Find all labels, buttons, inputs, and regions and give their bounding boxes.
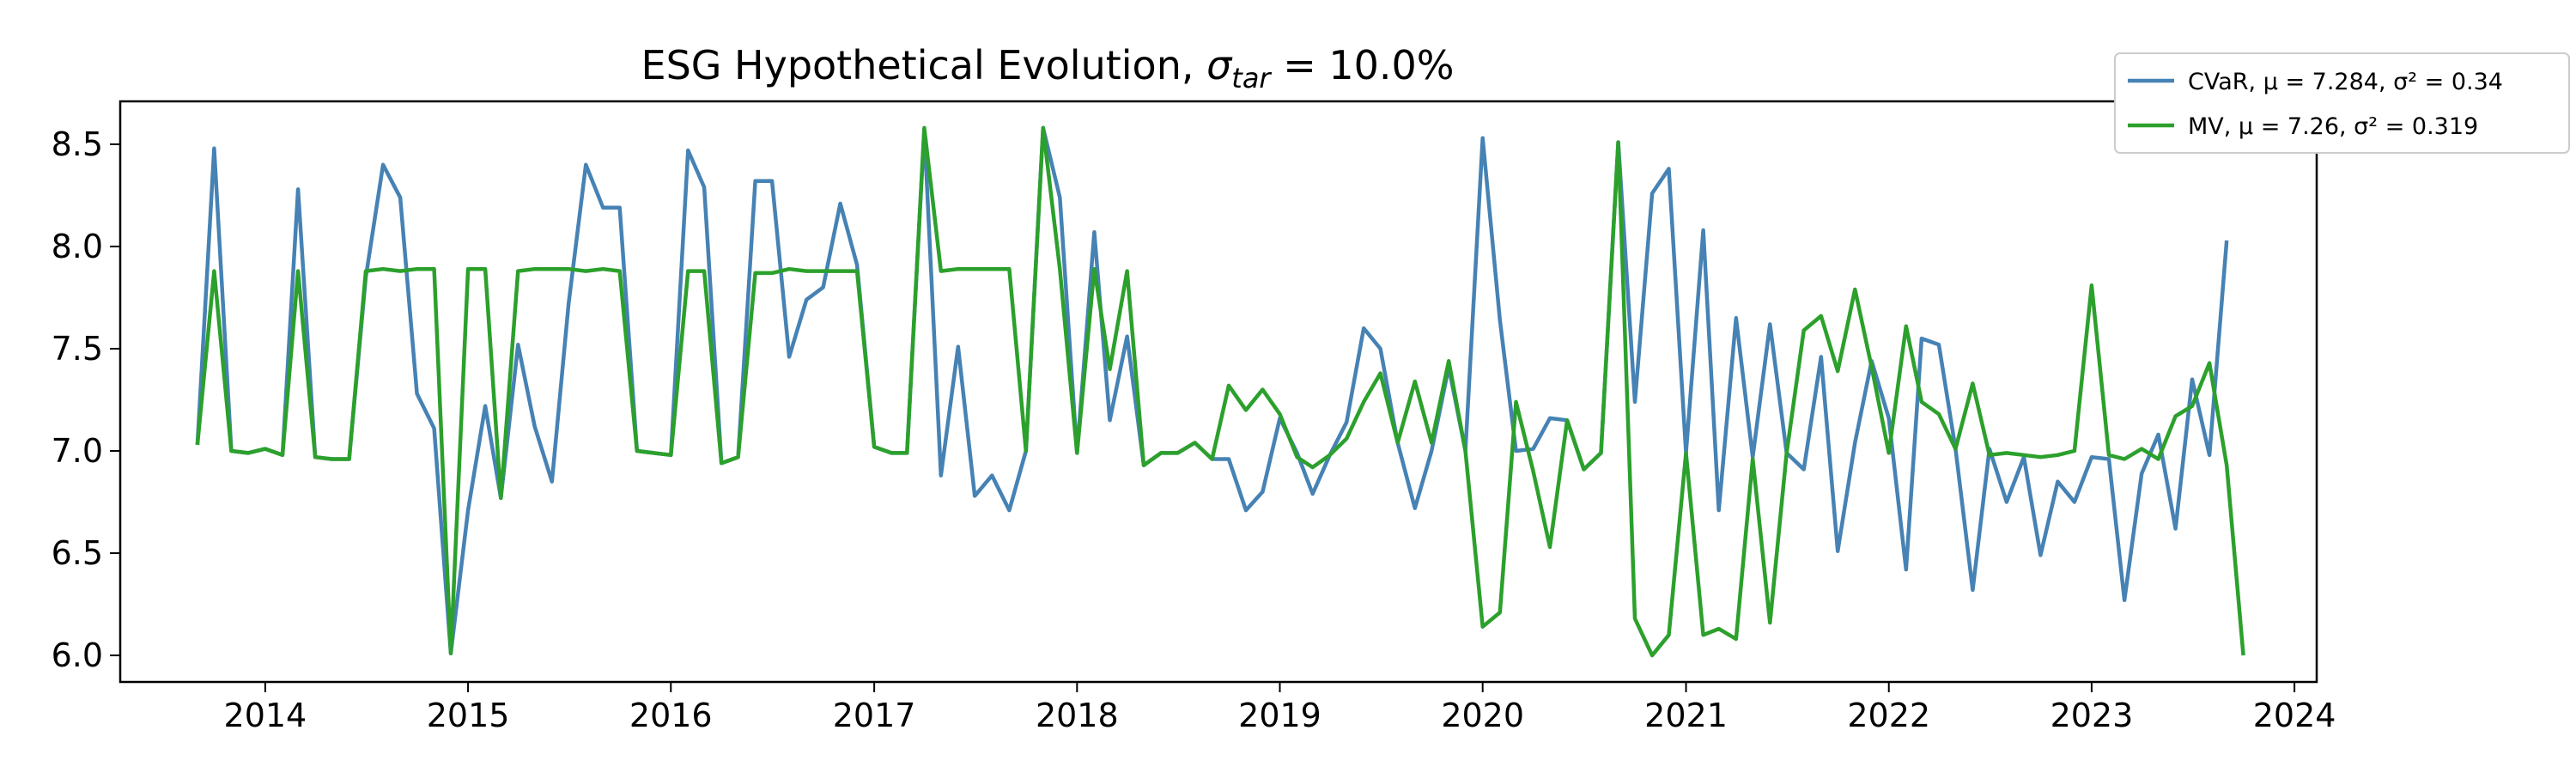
y-tick-label: 7.5 bbox=[52, 330, 103, 368]
title-prefix: ESG Hypothetical Evolution, bbox=[641, 42, 1207, 88]
x-tick-label: 2021 bbox=[1644, 697, 1728, 734]
legend-frame bbox=[2114, 52, 2570, 154]
y-tick-label: 8.0 bbox=[52, 228, 103, 265]
y-tick-label: 8.5 bbox=[52, 125, 103, 163]
title-subscript: tar bbox=[1231, 62, 1272, 94]
y-tick-label: 6.5 bbox=[52, 534, 103, 572]
title-suffix: = 10.0% bbox=[1271, 42, 1455, 88]
y-axis: 6.0 6.5 7.0 7.5 8.0 8.5 bbox=[52, 125, 120, 674]
y-tick-label: 6.0 bbox=[52, 636, 103, 674]
x-tick-label: 2020 bbox=[1441, 697, 1524, 734]
legend: CVaR, μ = 7.284, σ² = 0.34 MV, μ = 7.26, … bbox=[2114, 52, 2570, 154]
y-tick-label: 7.0 bbox=[52, 432, 103, 470]
series-line-cvar bbox=[195, 125, 2229, 655]
x-axis: 2014 2015 2016 2017 2018 2019 2020 2021 2022 2023… bbox=[224, 682, 2336, 734]
title-symbol: σ bbox=[1206, 42, 1233, 88]
chart-title: ESG Hypothetical Evolution, σtar = 10.0% bbox=[641, 42, 1455, 94]
x-tick-label: 2022 bbox=[1847, 697, 1930, 734]
x-tick-label: 2023 bbox=[2050, 697, 2134, 734]
x-tick-label: 2016 bbox=[629, 697, 713, 734]
x-tick-label: 2018 bbox=[1036, 697, 1119, 734]
x-tick-label: 2017 bbox=[833, 697, 916, 734]
x-tick-label: 2019 bbox=[1238, 697, 1321, 734]
plot-frame bbox=[118, 100, 2318, 684]
x-tick-label: 2015 bbox=[427, 697, 510, 734]
legend-label-cvar: CVaR, μ = 7.284, σ² = 0.34 bbox=[2188, 69, 2503, 95]
x-tick-label: 2024 bbox=[2253, 697, 2336, 734]
series-layer bbox=[195, 125, 2245, 658]
legend-label-mv: MV, μ = 7.26, σ² = 0.319 bbox=[2188, 113, 2478, 140]
series-line-mv bbox=[195, 125, 2245, 658]
x-tick-label: 2014 bbox=[224, 697, 307, 734]
